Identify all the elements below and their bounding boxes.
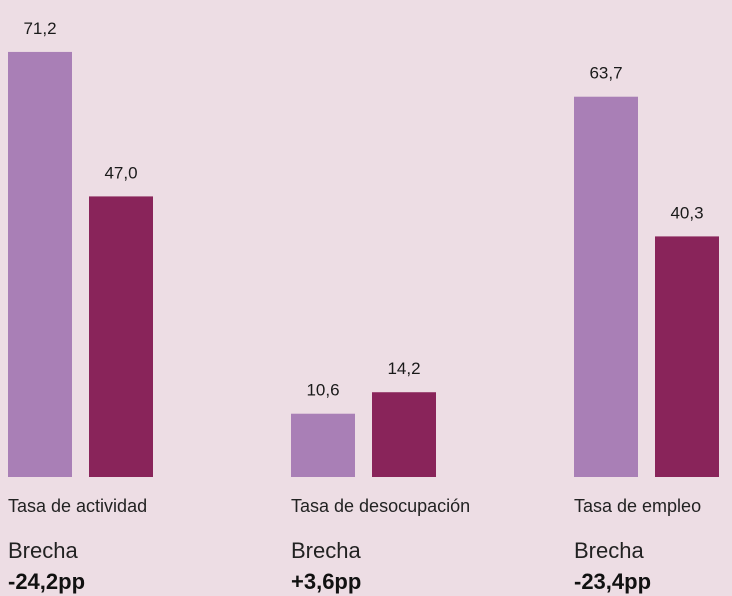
bar-group-3: 63,7 40,3 Tasa de empleo Brecha -23,4pp	[574, 64, 719, 594]
bar-series-2-cat-2	[372, 392, 436, 477]
bar-series-1-cat-2	[291, 413, 355, 477]
gap-title-3: Brecha	[574, 538, 644, 563]
gap-value-2: +3,6pp	[291, 569, 361, 594]
data-label-series-2-cat-3: 40,3	[670, 203, 703, 222]
category-label-2: Tasa de desocupación	[291, 496, 470, 516]
bar-series-1-cat-3	[574, 96, 638, 477]
gap-value-3: -23,4pp	[574, 569, 651, 594]
bar-series-2-cat-1	[89, 196, 153, 477]
category-label-1: Tasa de actividad	[8, 496, 147, 516]
gap-title-1: Brecha	[8, 538, 78, 563]
bar-series-2-cat-3	[655, 236, 719, 477]
data-label-series-1-cat-2: 10,6	[306, 381, 339, 400]
gap-title-2: Brecha	[291, 538, 361, 563]
data-label-series-2-cat-2: 14,2	[387, 359, 420, 378]
bar-series-1-cat-1	[8, 51, 72, 477]
category-label-3: Tasa de empleo	[574, 496, 701, 516]
data-label-series-1-cat-3: 63,7	[589, 64, 622, 83]
data-label-series-1-cat-1: 71,2	[23, 19, 56, 38]
bar-group-2: 10,6 14,2 Tasa de desocupación Brecha +3,6pp	[291, 359, 470, 594]
bar-group-1: 71,2 47,0 Tasa de actividad Brecha -24,2pp	[8, 19, 153, 594]
gap-value-1: -24,2pp	[8, 569, 85, 594]
data-label-series-2-cat-1: 47,0	[104, 163, 137, 182]
